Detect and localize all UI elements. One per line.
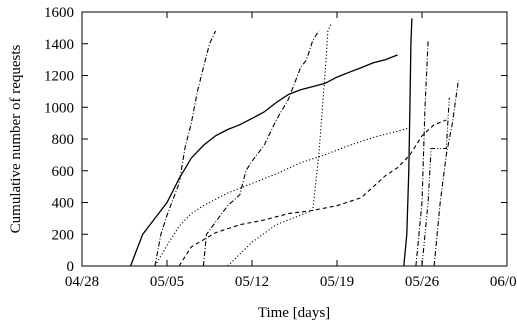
x-tick-label: 06/02: [490, 274, 517, 290]
series-line-6: [227, 24, 332, 267]
series-line-7: [403, 18, 413, 267]
y-tick-label: 200: [52, 227, 75, 243]
x-tick-label: 04/28: [65, 274, 99, 290]
x-tick-label: 05/26: [405, 274, 440, 290]
y-tick-label: 600: [52, 164, 75, 180]
series-line-3: [154, 127, 411, 267]
series-line-5: [178, 119, 447, 267]
series-group: [129, 18, 459, 267]
series-line-8: [415, 40, 429, 267]
y-tick-label: 1000: [44, 100, 74, 116]
y-tick-label: 400: [52, 196, 75, 212]
y-tick-label: 1400: [44, 37, 74, 53]
series-line-9: [421, 97, 450, 267]
series-line-4: [202, 30, 320, 267]
x-tick-label: 05/05: [150, 274, 184, 290]
x-tick-label: 05/12: [235, 274, 269, 290]
x-axis-label: Time [days]: [258, 305, 330, 321]
y-tick-label: 0: [67, 259, 75, 275]
y-tick-label: 1600: [44, 5, 74, 21]
axis-ticks: 0 200 400 600 800 1000 1200 1400 1600 04/28 05/05 0…: [44, 5, 517, 290]
plot-frame: [81, 11, 508, 267]
y-tick-label: 800: [52, 132, 75, 148]
series-line-2: [154, 30, 217, 267]
series-line-10: [433, 80, 459, 267]
y-axis-label: Cumulative number of requests: [8, 44, 24, 233]
y-tick-label: 1200: [44, 69, 74, 85]
x-tick-label: 05/19: [320, 274, 354, 290]
series-line-1: [129, 54, 398, 267]
